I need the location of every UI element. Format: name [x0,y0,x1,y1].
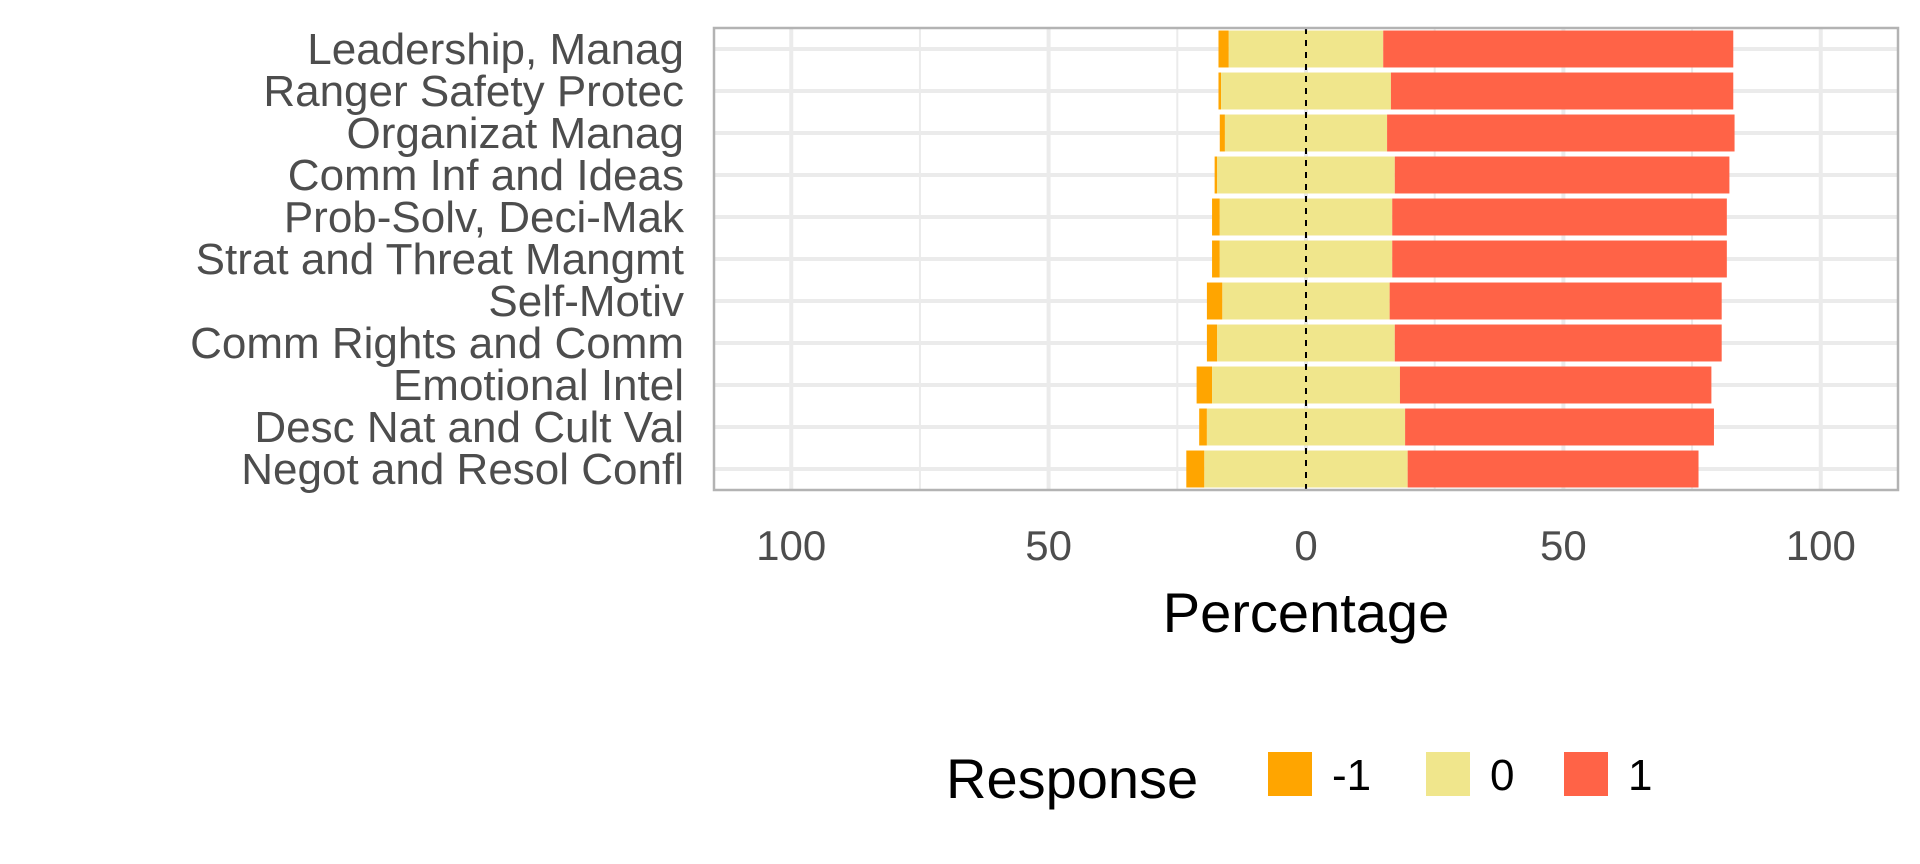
legend-label: 0 [1490,751,1514,800]
bar-positive [1389,282,1722,320]
category-label: Prob-Solv, Deci-Mak [284,193,685,242]
bar-negative [1218,30,1229,68]
bar-positive [1392,240,1727,278]
bar-negative [1206,324,1218,362]
legend-label: -1 [1332,751,1371,800]
legend: Response -1 0 1 [946,747,1652,810]
legend-title: Response [946,747,1198,810]
bar-positive [1407,450,1699,488]
bar-negative [1186,450,1205,488]
x-tick-label: 100 [1786,522,1856,569]
bar-neutral [1212,366,1400,404]
bar-neutral [1204,450,1408,488]
bar-negative [1219,114,1225,152]
bar-positive [1405,408,1714,446]
category-label: Leadership, Manag [307,25,684,74]
category-label: Negot and Resol Confl [241,445,684,494]
bar-neutral [1228,30,1384,68]
x-tick-label: 0 [1294,522,1317,569]
bar-negative [1218,72,1222,110]
bar-positive [1394,324,1722,362]
bar-negative [1196,366,1213,404]
bar-negative [1212,198,1220,236]
bar-positive [1390,72,1734,110]
x-tick-label: 50 [1540,522,1587,569]
bar-positive [1392,198,1727,236]
legend-key [1564,752,1608,796]
bar-positive [1399,366,1712,404]
x-tick-label: 50 [1025,522,1072,569]
bar-negative [1214,156,1218,194]
bar-neutral [1219,198,1393,236]
bar-neutral [1224,114,1388,152]
bar-negative [1212,240,1220,278]
x-tick-labels: 100 50 0 50 100 [756,522,1856,569]
legend-key [1426,752,1470,796]
plot-panel-border [712,26,1900,492]
legend-items: -1 0 1 [1268,751,1652,800]
category-label: Ranger Safety Protec [263,67,684,116]
bar-positive [1387,114,1735,152]
category-label: Organizat Manag [346,109,684,158]
bar-positive [1383,30,1734,68]
category-label: Emotional Intel [393,361,684,410]
legend-label: 1 [1628,751,1652,800]
bar-negative [1206,282,1223,320]
bar-positive [1394,156,1730,194]
category-label: Self-Motiv [488,277,684,326]
category-label: Comm Rights and Comm [190,319,684,368]
bar-negative [1199,408,1207,446]
category-label: Strat and Threat Mangmt [196,235,684,284]
bars [1186,30,1735,488]
legend-key [1268,752,1312,796]
bar-neutral [1222,282,1390,320]
x-tick-label: 100 [756,522,826,569]
category-label: Desc Nat and Cult Val [254,403,684,452]
category-label: Comm Inf and Ideas [288,151,684,200]
x-axis-title: Percentage [1163,581,1449,644]
